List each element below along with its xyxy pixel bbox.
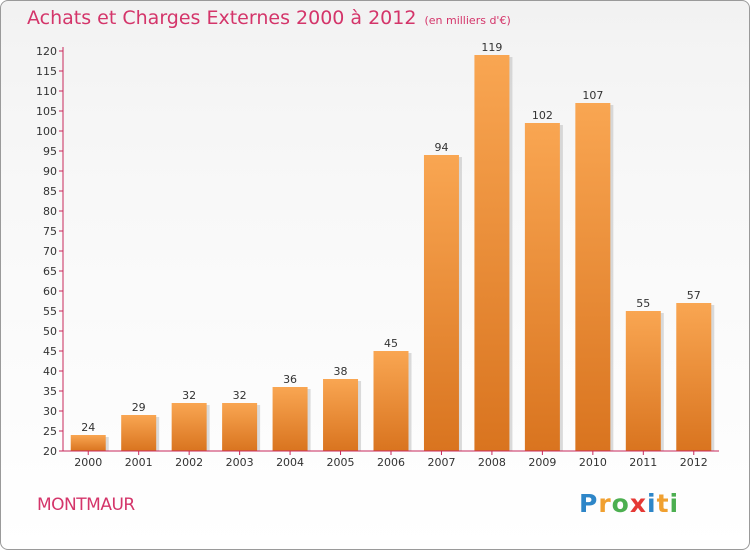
x-tick-label-2006: 2006 [377, 456, 405, 469]
bar-2001 [121, 415, 157, 451]
y-tick-label-100: 100 [36, 125, 57, 138]
data-label-2007: 94 [434, 141, 448, 154]
bars-group: 24 29 32 32 36 38 45 94 119 102 107 55 57 [70, 41, 715, 451]
y-tick-label-50: 50 [43, 325, 57, 338]
data-label-2012: 57 [687, 289, 701, 302]
y-tick-label-55: 55 [43, 305, 57, 318]
chart-title: Achats et Charges Externes 2000 à 2012 (e… [27, 7, 511, 29]
bar-2003 [222, 403, 258, 451]
x-tick-label-2007: 2007 [427, 456, 455, 469]
x-tick-label-2011: 2011 [629, 456, 657, 469]
x-tick-label-2004: 2004 [276, 456, 304, 469]
data-label-2005: 38 [334, 365, 348, 378]
logo-letter: t [656, 489, 670, 518]
axes-group: 2000 2001 2002 2003 2004 2005 2006 2007 2008 2009… [36, 45, 719, 469]
y-tick-label-115: 115 [36, 65, 57, 78]
x-tick-label-2005: 2005 [327, 456, 355, 469]
y-tick-label-90: 90 [43, 165, 57, 178]
bar-2010 [575, 103, 611, 451]
y-tick-label-105: 105 [36, 105, 57, 118]
bar-2011 [625, 311, 661, 451]
y-tick-label-25: 25 [43, 425, 57, 438]
bar-2004 [272, 387, 308, 451]
data-label-2003: 32 [233, 389, 247, 402]
y-tick-label-35: 35 [43, 385, 57, 398]
chart-title-text: Achats et Charges Externes 2000 à 2012 [27, 7, 417, 29]
data-label-2010: 107 [582, 89, 603, 102]
data-label-2006: 45 [384, 337, 398, 350]
x-tick-label-2008: 2008 [478, 456, 506, 469]
x-tick-label-2002: 2002 [175, 456, 203, 469]
logo-letter: i [647, 489, 657, 518]
x-tick-label-2010: 2010 [579, 456, 607, 469]
y-tick-label-70: 70 [43, 245, 57, 258]
data-label-2000: 24 [81, 421, 95, 434]
commune-name: MONTMAUR [37, 495, 135, 515]
bar-2009 [524, 123, 560, 451]
proxiti-logo: Proxiti [579, 489, 679, 518]
bar-2012 [676, 303, 712, 451]
x-tick-label-2003: 2003 [226, 456, 254, 469]
logo-letter: i [669, 489, 680, 518]
y-tick-label-30: 30 [43, 405, 57, 418]
data-label-2001: 29 [132, 401, 146, 414]
y-tick-label-80: 80 [43, 205, 57, 218]
data-label-2004: 36 [283, 373, 297, 386]
y-tick-label-45: 45 [43, 345, 57, 358]
x-tick-label-2012: 2012 [680, 456, 708, 469]
x-tick-label-2001: 2001 [125, 456, 153, 469]
logo-letter: o [611, 489, 630, 518]
bar-2006 [373, 351, 409, 451]
x-tick-label-2000: 2000 [74, 456, 102, 469]
x-tick-label-2009: 2009 [528, 456, 556, 469]
data-label-2011: 55 [636, 297, 650, 310]
bar-2002 [171, 403, 207, 451]
bar-2007 [423, 155, 459, 451]
y-tick-label-120: 120 [36, 45, 57, 58]
logo-letter: x [629, 489, 647, 518]
y-tick-label-40: 40 [43, 365, 57, 378]
data-label-2002: 32 [182, 389, 196, 402]
y-tick-label-85: 85 [43, 185, 57, 198]
logo-letter: r [598, 489, 612, 518]
data-label-2008: 119 [481, 41, 502, 54]
bar-2005 [323, 379, 359, 451]
bar-2000 [70, 435, 106, 451]
y-tick-label-95: 95 [43, 145, 57, 158]
y-tick-label-60: 60 [43, 285, 57, 298]
chart-subtitle: (en milliers d'€) [424, 14, 511, 27]
logo-letter: P [579, 489, 599, 518]
y-tick-label-20: 20 [43, 445, 57, 458]
data-label-2009: 102 [532, 109, 553, 122]
y-tick-label-65: 65 [43, 265, 57, 278]
y-tick-label-110: 110 [36, 85, 57, 98]
bar-2008 [474, 55, 510, 451]
y-tick-label-75: 75 [43, 225, 57, 238]
